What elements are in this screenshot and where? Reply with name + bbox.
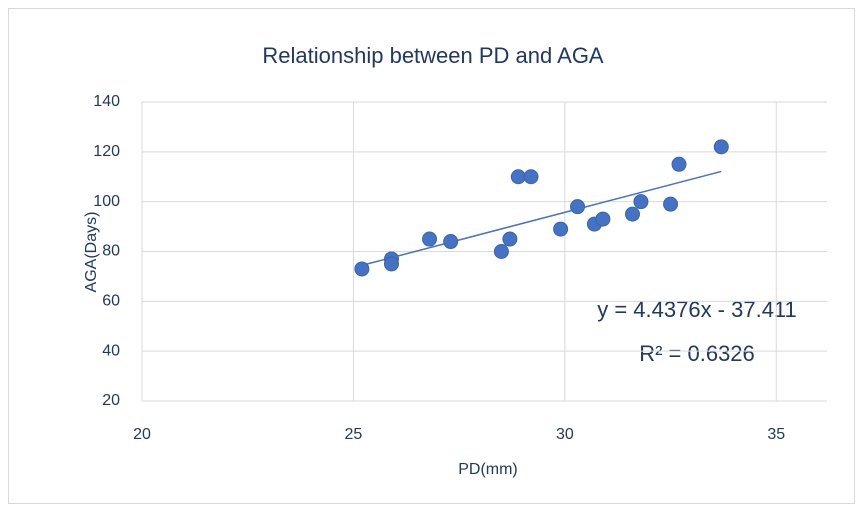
data-point xyxy=(595,211,611,227)
data-point xyxy=(553,221,569,237)
data-point xyxy=(713,139,729,155)
data-point xyxy=(422,231,438,247)
y-axis-label: AGA(Days) xyxy=(83,212,100,293)
data-point xyxy=(510,169,526,185)
data-point xyxy=(671,156,687,172)
y-tick-label: 40 xyxy=(102,342,120,359)
trendline xyxy=(361,170,722,267)
data-point xyxy=(502,231,518,247)
x-tick-label: 25 xyxy=(345,426,363,443)
x-tick-label: 30 xyxy=(556,426,574,443)
x-tick-label: 20 xyxy=(133,426,151,443)
data-point xyxy=(570,199,586,215)
x-tick-label: 35 xyxy=(767,426,785,443)
data-point xyxy=(663,196,679,212)
data-point xyxy=(633,194,649,210)
data-point xyxy=(523,169,539,185)
y-tick-label: 80 xyxy=(102,243,120,260)
chart-title: Relationship between PD and AGA xyxy=(262,43,604,68)
data-point xyxy=(493,244,509,259)
data-point xyxy=(354,261,370,277)
chart-border xyxy=(8,8,855,504)
y-tick-label: 20 xyxy=(102,392,120,409)
data-point xyxy=(383,256,399,272)
y-tick-label: 120 xyxy=(93,143,120,160)
y-tick-label: 60 xyxy=(102,293,120,310)
data-point xyxy=(443,234,459,250)
y-tick-label: 140 xyxy=(93,93,120,110)
y-tick-label: 100 xyxy=(93,193,120,210)
trend-r-squared: R² = 0.6326 xyxy=(639,341,755,366)
x-axis-label: PD(mm) xyxy=(458,461,518,478)
data-point xyxy=(624,206,640,222)
trend-equation: y = 4.4376x - 37.411 xyxy=(597,297,797,322)
